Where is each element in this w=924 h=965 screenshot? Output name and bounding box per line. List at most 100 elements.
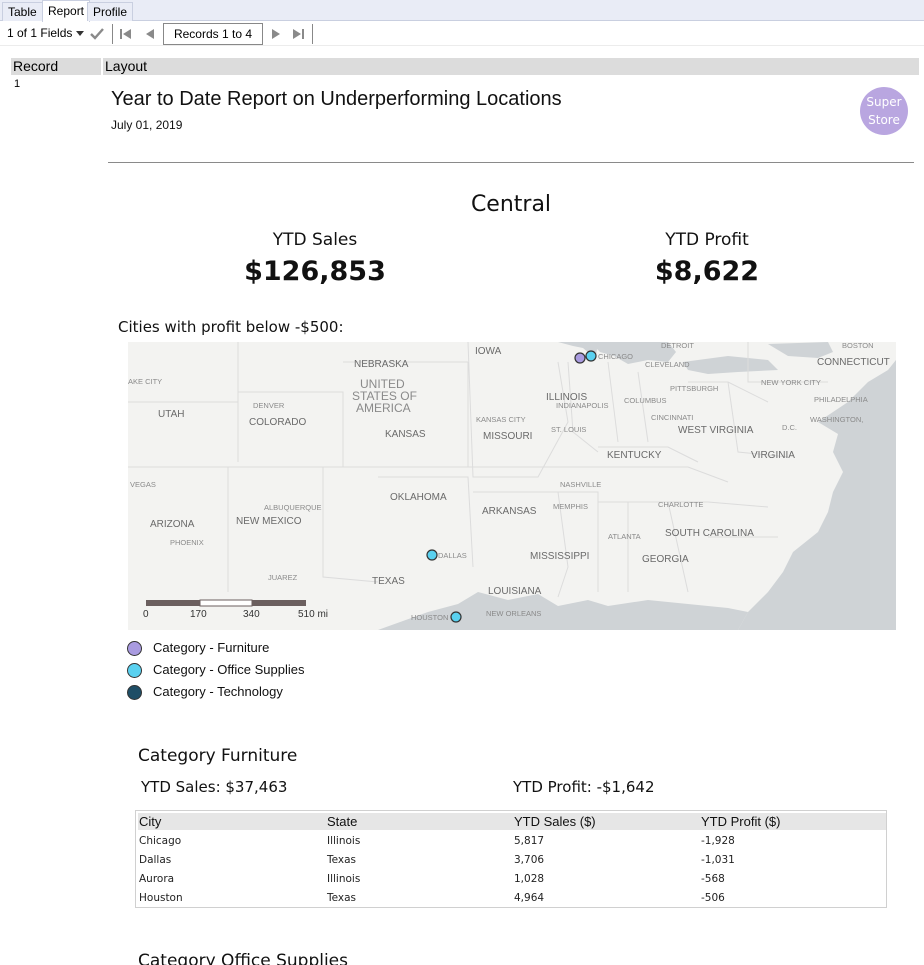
- map-label-america: AMERICA: [356, 401, 411, 415]
- map-label-detroit: DETROIT: [661, 342, 694, 350]
- map-label-memphis: MEMPHIS: [553, 502, 588, 511]
- map-label-texas: TEXAS: [372, 576, 405, 587]
- tab-bar: Table Report Profile: [0, 0, 924, 22]
- ytd-sales-label: YTD Sales: [272, 230, 358, 250]
- ytd-sales-value: $126,853: [244, 256, 386, 287]
- tab-table[interactable]: Table: [2, 2, 43, 21]
- table-cell: Texas: [327, 854, 357, 866]
- map-label-missouri: MISSOURI: [483, 431, 532, 442]
- map-label-arizona: ARIZONA: [150, 519, 195, 530]
- next-record-icon[interactable]: [269, 27, 283, 41]
- previous-record-icon[interactable]: [143, 27, 157, 41]
- map-label-louisiana: LOUISIANA: [488, 586, 542, 597]
- map-label-utah: UTAH: [158, 409, 184, 420]
- map-point-houston-office[interactable]: [450, 611, 462, 623]
- table-cell: Chicago: [139, 835, 182, 847]
- map-label-dallas: DALLAS: [438, 551, 467, 560]
- legend-dot-furniture: [127, 641, 142, 656]
- map-point-aurora-furniture[interactable]: [574, 352, 586, 364]
- map-label-pittsburgh: PITTSBURGH: [670, 384, 718, 393]
- column-header-state: State: [327, 814, 358, 829]
- table-cell: 5,817: [514, 835, 545, 847]
- map-label-albuquerque: ALBUQUERQUE: [264, 503, 322, 512]
- column-header-city: City: [139, 814, 162, 829]
- map-label-juarez: JUAREZ: [268, 573, 298, 582]
- toolbar: 1 of 1 Fields Records 1 to 4: [0, 22, 924, 46]
- map-label-ake-city: AKE CITY: [128, 377, 162, 386]
- table-cell: -1,031: [701, 854, 735, 866]
- tab-profile[interactable]: Profile: [87, 2, 134, 21]
- map-label-oklahoma: OKLAHOMA: [390, 492, 447, 503]
- record-number: 1: [14, 78, 21, 90]
- scale-label-0: 0: [143, 609, 149, 620]
- map-label-washington: WASHINGTON,: [810, 415, 863, 424]
- map-label-st-louis: ST. LOUIS: [551, 425, 586, 434]
- map-label-new-york-city: NEW YORK CITY: [761, 378, 821, 387]
- table-cell: Texas: [327, 892, 357, 904]
- region-title: Central: [470, 192, 552, 217]
- last-record-icon[interactable]: [291, 27, 305, 41]
- scale-label-170: 170: [190, 609, 207, 620]
- legend-dot-technology: [127, 685, 142, 700]
- map-label-virginia: VIRGINIA: [751, 450, 795, 461]
- logo-line-2: Store: [868, 113, 900, 127]
- map-label-kentucky: KENTUCKY: [607, 450, 662, 461]
- map-point-dallas-office[interactable]: [426, 549, 438, 561]
- superstore-logo: Super Store: [860, 87, 908, 135]
- next-category-title: Category Office Supplies: [138, 951, 348, 965]
- ytd-profit-label: YTD Profit: [665, 230, 749, 250]
- map-label-arkansas: ARKANSAS: [482, 506, 537, 517]
- map-label-new-orleans: NEW ORLEANS: [486, 609, 541, 618]
- layout-column-header: Layout: [103, 58, 919, 75]
- map-point-chicago-office[interactable]: [585, 350, 597, 362]
- map-label-philadelphia: PHILADELPHIA: [814, 395, 868, 404]
- chevron-down-icon[interactable]: [76, 31, 84, 36]
- map-label-kansas: KANSAS: [385, 429, 426, 440]
- map-label-illinois: ILLINOIS: [546, 392, 587, 403]
- map-label-dc: D.C.: [782, 423, 797, 432]
- record-column-header: Record: [11, 58, 101, 75]
- scale-label-510: 510 mi: [298, 609, 328, 620]
- map-label-phoenix: PHOENIX: [170, 538, 204, 547]
- map-label-chicago: CHICAGO: [598, 352, 633, 361]
- map-label-indianapolis: INDIANAPOLIS: [556, 401, 609, 410]
- legend-label: Category - Furniture: [153, 640, 270, 655]
- table-cell: Houston: [139, 892, 183, 904]
- column-header-profit: YTD Profit ($): [701, 814, 781, 829]
- legend-label: Category - Technology: [153, 684, 283, 699]
- table-cell: 3,706: [514, 854, 545, 866]
- map-label-connecticut: CONNECTICUT: [817, 357, 890, 368]
- logo-line-1: Super: [866, 95, 902, 109]
- map-label-nashville: NASHVILLE: [560, 480, 601, 489]
- category-table: City State YTD Sales ($) YTD Profit ($) …: [135, 810, 887, 908]
- first-record-icon[interactable]: [119, 27, 133, 41]
- map-label-cincinnati: CINCINNATI: [651, 413, 693, 422]
- map-label-denver: DENVER: [253, 401, 285, 410]
- table-cell: -568: [701, 873, 725, 885]
- map-label-united: UNITED: [360, 377, 405, 391]
- map-label-cleveland: CLEVELAND: [645, 360, 690, 369]
- map-label-iowa: IOWA: [475, 346, 502, 357]
- table-cell: -1,928: [701, 835, 735, 847]
- map-scale-bar: 0 170 340 510 mi: [143, 599, 328, 620]
- table-cell: Aurora: [139, 873, 175, 885]
- map-label-west-virginia: WEST VIRGINIA: [678, 425, 754, 436]
- us-map[interactable]: NEBRASKA IOWA UNITED STATES OF AMERICA U…: [128, 342, 896, 630]
- map-caption: Cities with profit below -$500:: [118, 318, 344, 336]
- divider: [108, 162, 914, 163]
- map-label-atlanta: ATLANTA: [608, 532, 641, 541]
- records-range[interactable]: Records 1 to 4: [163, 23, 263, 45]
- map-label-columbus: COLUMBUS: [624, 396, 667, 405]
- legend-dot-office-supplies: [127, 663, 142, 678]
- category-title: Category Furniture: [138, 746, 298, 766]
- checkmark-icon[interactable]: [90, 27, 104, 41]
- fields-selector[interactable]: 1 of 1 Fields: [7, 26, 73, 40]
- map-label-georgia: GEORGIA: [642, 554, 689, 565]
- ytd-profit-value: $8,622: [654, 256, 760, 287]
- tab-report[interactable]: Report: [42, 0, 91, 22]
- legend-label: Category - Office Supplies: [153, 662, 305, 677]
- map-label-boston: BOSTON: [842, 342, 874, 350]
- map-label-colorado: COLORADO: [249, 417, 306, 428]
- map-label-south-carolina: SOUTH CAROLINA: [665, 528, 754, 539]
- map-label-charlotte: CHARLOTTE: [658, 500, 703, 509]
